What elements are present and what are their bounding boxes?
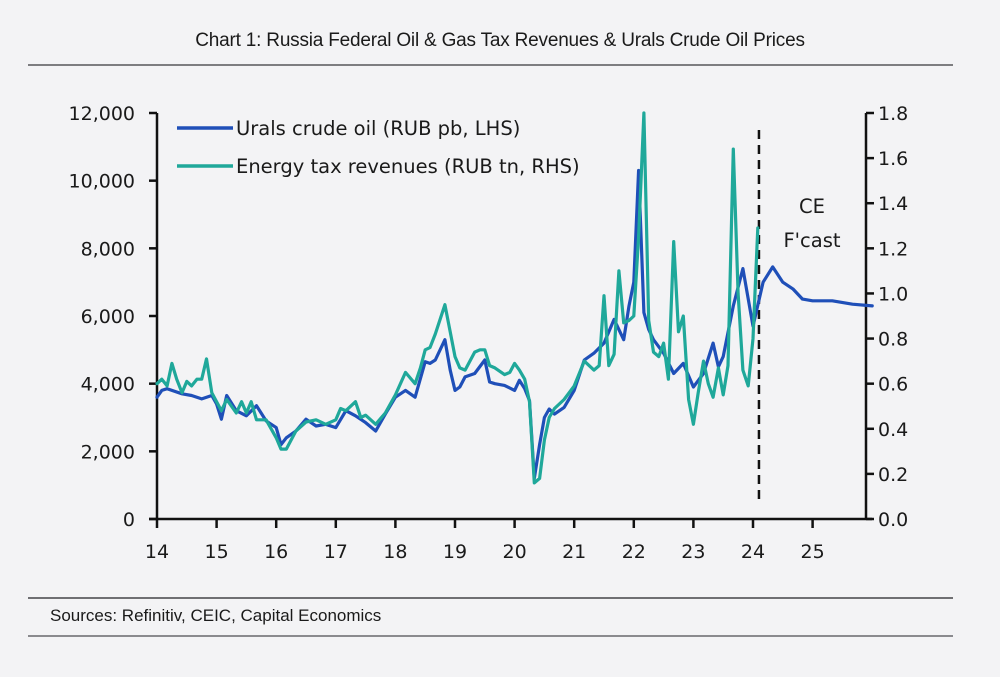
legend-label-tax: Energy tax revenues (RUB tn, RHS) — [236, 155, 580, 178]
bottom-divider — [28, 597, 953, 599]
y-left-tick-label: 8,000 — [81, 238, 135, 260]
forecast-marker: CE F'cast — [757, 130, 841, 505]
y-right-tick-label: 0.0 — [878, 509, 908, 531]
series-layer — [155, 111, 874, 485]
axes: 0 2,000 4,000 6,000 8,000 10,000 12,000 0.0 0.2 0… — [69, 103, 909, 563]
y-right-tick-label: 0.6 — [878, 374, 908, 396]
top-divider — [28, 64, 953, 66]
x-tick-label: 20 — [503, 541, 527, 563]
x-tick-label: 23 — [681, 541, 705, 563]
y-right-tick-label: 0.2 — [878, 464, 908, 486]
legend-label-urals: Urals crude oil (RUB pb, LHS) — [236, 117, 520, 140]
y-right-tick-label: 1.0 — [878, 283, 908, 305]
y-right-tick-label: 0.4 — [878, 419, 908, 441]
footer-divider — [28, 635, 953, 637]
y-left-tick-label: 12,000 — [69, 103, 135, 125]
y-right-tick-label: 1.4 — [878, 193, 908, 215]
y-left-tick-label: 2,000 — [81, 441, 135, 463]
x-tick-label: 15 — [205, 541, 229, 563]
y-right-tick-label: 1.2 — [878, 238, 908, 260]
forecast-label-ce: CE — [799, 195, 825, 218]
forecast-label-fcast: F'cast — [783, 229, 840, 252]
x-tick-label: 16 — [264, 541, 288, 563]
x-tick-label: 17 — [324, 541, 348, 563]
sources-note: Sources: Refinitiv, CEIC, Capital Econom… — [50, 606, 382, 625]
x-tick-label: 18 — [383, 541, 407, 563]
y-left-tick-label: 6,000 — [81, 306, 135, 328]
y-right-tick-label: 0.8 — [878, 329, 908, 351]
chart-title: Chart 1: Russia Federal Oil & Gas Tax Re… — [195, 30, 805, 51]
x-tick-label: 25 — [801, 541, 825, 563]
x-tick-label: 19 — [443, 541, 467, 563]
legend: Urals crude oil (RUB pb, LHS) Energy tax… — [177, 117, 580, 178]
y-right-tick-label: 1.6 — [878, 148, 908, 170]
series-line-urals — [155, 168, 874, 480]
y-left-tick-label: 4,000 — [81, 374, 135, 396]
y-left-tick-label: 10,000 — [69, 171, 135, 193]
y-left-tick-label: 0 — [123, 509, 135, 531]
x-tick-label: 24 — [741, 541, 765, 563]
x-tick-label: 14 — [145, 541, 169, 563]
x-tick-label: 21 — [562, 541, 586, 563]
y-right-tick-label: 1.8 — [878, 103, 908, 125]
x-tick-label: 22 — [622, 541, 646, 563]
